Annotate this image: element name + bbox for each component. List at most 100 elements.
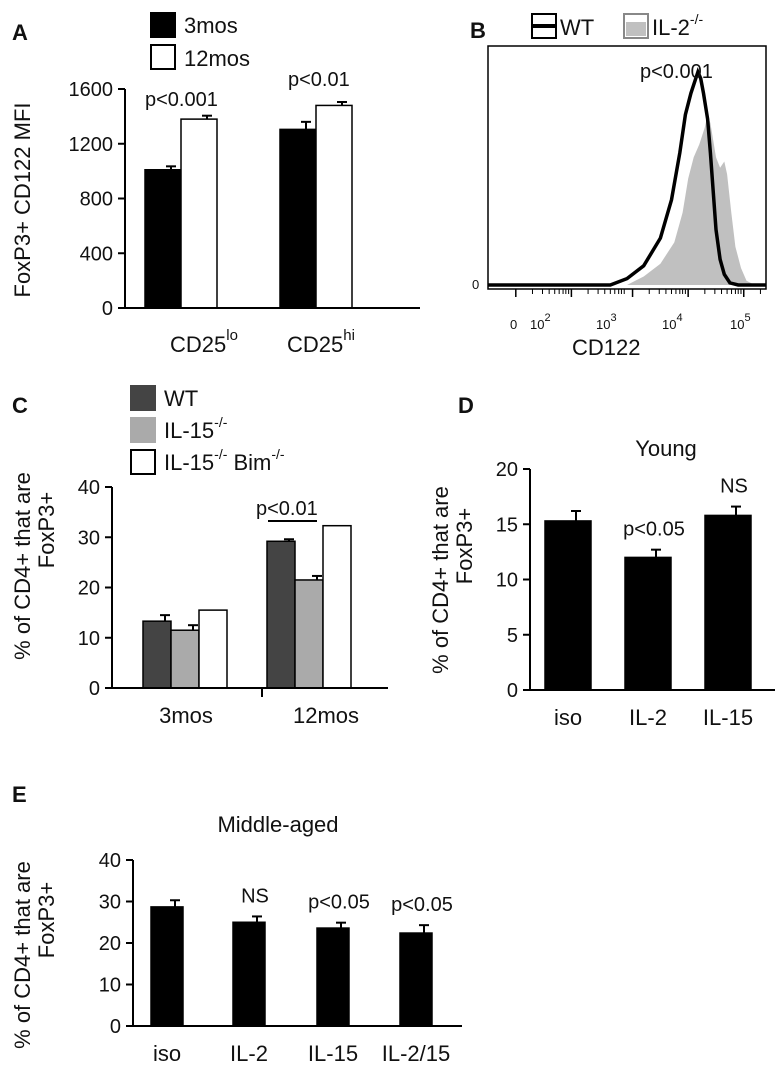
legend-label-il15bimko: IL-15-/- Bim-/- [164,446,285,475]
histogram-x-tick-label: 0 [510,317,517,332]
y-tick-label: 30 [78,527,100,549]
bar-group [142,524,352,689]
histogram-x-tick-label: 103 [596,312,617,332]
panel-e-letter: E [12,782,27,807]
y-tick-label: 800 [80,189,113,211]
annotation-IL-15: NS [720,476,748,498]
annotation-IL-2: p<0.05 [623,519,685,541]
legend-swatch-wt [130,385,156,411]
category-label-iso: iso [554,705,582,730]
annotation-IL-2/15: p<0.05 [391,894,453,916]
annotation-IL-2: NS [241,885,269,907]
annotation-p-histogram: p<0.001 [640,61,713,83]
bar-series2-cat0 [198,609,228,689]
y-tick-label: 1200 [69,134,114,156]
annotation-IL-15: p<0.05 [308,892,370,914]
legend-label-wt: WT [164,386,198,411]
panel-d: D Young % of CD4+ that are FoxP3+ 0 5 10 15… [428,393,775,730]
histogram-plot [488,67,766,287]
histogram-tick-marks [515,289,761,297]
histogram-x-labels: 0 102 103 104 105 [510,312,751,332]
panel-c-letter: C [12,393,28,418]
legend-label-3mos: 3mos [184,13,238,38]
y-tick-label: 0 [110,1016,121,1038]
category-label-3mos: 3mos [159,703,213,728]
bar-series2-cat1 [322,524,352,689]
y-tick-labels: 0 5 10 15 20 [496,459,530,702]
histogram-series-outline [488,67,766,287]
bar-iso [544,520,592,691]
panel-a: A 3mos 12mos FoxP3+ CD122 MFI 0 400 800 120… [10,12,420,357]
bar-3mos-0 [144,169,182,309]
y-tick-labels: 0 10 20 30 40 [78,477,112,700]
legend-swatch-12mos [150,44,176,70]
y-axis-title-line1: % of CD4+ that are [428,486,453,674]
bar-IL-2/15 [399,932,433,1027]
legend-label-il2ko: IL-2-/- [652,11,703,40]
category-labels: iso IL-2 p<0.05 IL-15 NS [554,476,753,730]
histogram-x-tick-label: 104 [662,312,683,332]
panel-b-letter: B [470,18,486,43]
panel-b: B WT IL-2-/- 0 0 102 103 104 105 CD122 p<0.0… [470,11,767,360]
bar-IL-2 [232,921,266,1027]
y-tick-label: 0 [102,298,113,320]
bar-series1-cat1 [294,579,324,689]
bar-series0-cat0 [142,620,172,689]
bar-series1-cat0 [170,629,200,689]
histogram-series-filled [627,114,755,285]
bar-12mos-0 [180,118,218,309]
bar-IL-2 [624,556,672,691]
bar-group [144,101,353,309]
y-axis-title: FoxP3+ CD122 MFI [10,102,35,297]
legend-label-12mos: 12mos [184,46,250,71]
y-axis-title-line1: % of CD4+ that are [10,472,35,660]
y-tick-label: 20 [99,933,121,955]
y-tick-label: 20 [78,578,100,600]
bar-12mos-1 [315,104,353,309]
category-label-IL-2/15: IL-2/15 [382,1041,451,1066]
legend-swatch-il15ko [130,417,156,443]
legend-swatch-il15bimko [130,449,156,475]
y-tick-label: 5 [507,625,518,647]
annotation-p-cd25lo: p<0.001 [145,89,218,111]
y-tick-label: 40 [99,850,121,872]
category-label-IL-15: IL-15 [703,705,753,730]
y-axis-title-line2: FoxP3+ [34,882,59,958]
legend-label-wt: WT [560,15,594,40]
y-tick-label: 1600 [69,79,114,101]
y-tick-label: 40 [78,477,100,499]
x-axis-title-cd122: CD122 [572,335,640,360]
category-label-iso: iso [153,1041,181,1066]
y-tick-label: 10 [496,570,518,592]
y-tick-label: 0 [507,680,518,702]
bar-series0-cat1 [266,540,296,689]
annotation-p-12mos: p<0.01 [256,498,318,520]
category-label-12mos: 12mos [293,703,359,728]
panel-e: E Middle-aged % of CD4+ that are FoxP3+ … [10,782,462,1066]
y-tick-label: 10 [99,975,121,997]
bar-IL-15 [704,514,752,691]
y-axis-title-line1: % of CD4+ that are [10,861,35,1049]
category-label-IL-2: IL-2 [230,1041,268,1066]
y-tick-label: 400 [80,243,113,265]
y-tick-label: 0 [89,678,100,700]
bar-3mos-1 [279,128,317,309]
y-tick-label: 20 [496,459,518,481]
y-tick-labels: 0 10 20 30 40 [99,850,133,1038]
y-tick-label: 30 [99,892,121,914]
panel-a-letter: A [12,20,28,45]
category-label-cd25lo: CD25lo [170,327,238,357]
y-tick-labels: 0 400 800 1200 1600 [69,79,125,320]
legend-label-il15ko: IL-15-/- [164,414,228,443]
category-label-IL-15: IL-15 [308,1041,358,1066]
chart-title-middle-aged: Middle-aged [217,812,338,837]
histogram-x-tick-label: 102 [530,312,551,332]
annotation-p-cd25hi: p<0.01 [288,69,350,91]
category-labels: iso IL-2 NS IL-15 p<0.05 IL-2/15 p<0.05 [153,885,453,1066]
bar-iso [150,906,184,1027]
panel-d-letter: D [458,393,474,418]
legend-fill-il2ko [626,22,646,36]
bar-group [150,899,433,1027]
legend-swatch-3mos [150,12,176,38]
